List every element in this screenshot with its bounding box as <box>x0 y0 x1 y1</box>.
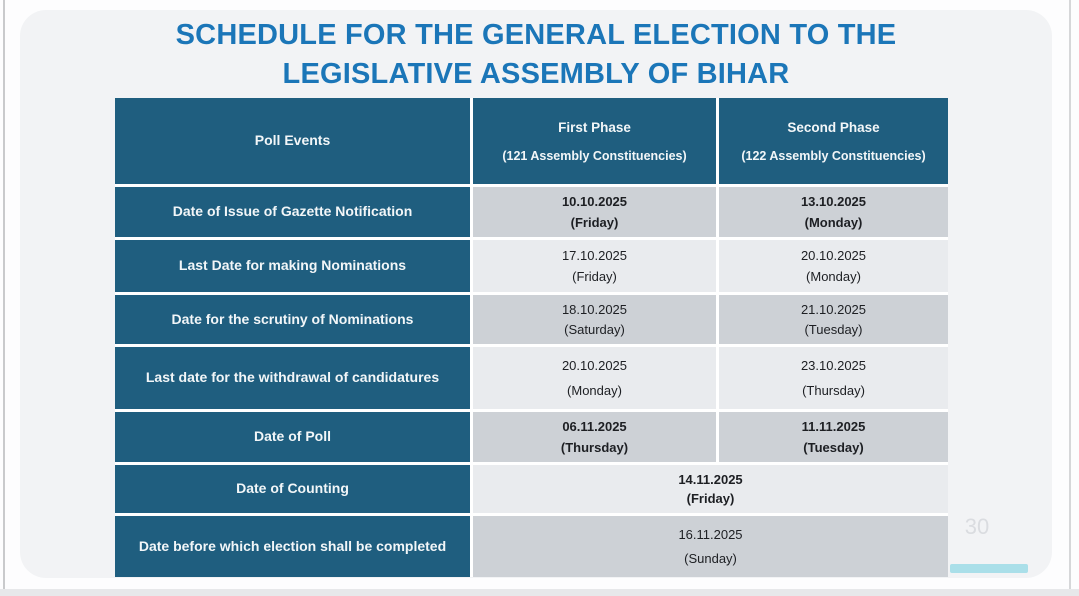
day-value: (Tuesday) <box>803 439 864 455</box>
combined-date-cell: 16.11.2025 (Sunday) <box>473 516 948 577</box>
date-value: 11.11.2025 <box>801 419 866 435</box>
event-cell: Date before which election shall be comp… <box>115 516 470 577</box>
first-phase-date-cell: 06.11.2025 (Thursday) <box>473 412 716 462</box>
first-phase-title: First Phase <box>558 119 631 135</box>
event-cell: Date of Counting <box>115 465 470 513</box>
event-cell: Date for the scrutiny of Nominations <box>115 295 470 344</box>
page-bottom-band <box>0 589 1079 596</box>
date-value: 10.10.2025 <box>561 194 628 210</box>
date-value: 16.11.2025 <box>678 527 743 542</box>
day-value: (Saturday) <box>564 322 625 337</box>
event-cell: Last date for the withdrawal of candidat… <box>115 347 470 409</box>
day-value: (Friday) <box>686 491 735 507</box>
slide-accent-bar <box>950 564 1028 573</box>
first-phase-date-cell: 10.10.2025 (Friday) <box>473 187 716 237</box>
date-value: 20.10.2025 <box>561 358 628 374</box>
second-phase-date-cell: 21.10.2025 (Tuesday) <box>719 295 948 344</box>
schedule-table: Poll Events First Phase (121 Assembly Co… <box>115 98 948 577</box>
second-phase-date-cell: 13.10.2025 (Monday) <box>719 187 948 237</box>
slide-title: SCHEDULE FOR THE GENERAL ELECTION TO THE… <box>20 16 1052 94</box>
slide-title-line2: LEGISLATIVE ASSEMBLY OF BIHAR <box>282 58 790 90</box>
second-phase-header: Second Phase (122 Assembly Constituencie… <box>719 98 948 184</box>
second-phase-subtitle: (122 Assembly Constituencies) <box>741 148 926 163</box>
page-left-border-line <box>3 0 5 596</box>
date-value: 14.11.2025 <box>678 471 743 487</box>
first-phase-header: First Phase (121 Assembly Constituencies… <box>473 98 716 184</box>
day-value: (Monday) <box>806 269 861 284</box>
first-phase-date-cell: 18.10.2025 (Saturday) <box>473 295 716 344</box>
day-value: (Thursday) <box>560 439 629 455</box>
first-phase-date-cell: 20.10.2025 (Monday) <box>473 347 716 409</box>
first-phase-date-cell: 17.10.2025 (Friday) <box>473 240 716 292</box>
date-value: 06.11.2025 <box>562 419 627 435</box>
day-value: (Tuesday) <box>804 322 863 337</box>
date-value: 21.10.2025 <box>800 302 867 317</box>
event-cell: Date of Poll <box>115 412 470 462</box>
second-phase-date-cell: 20.10.2025 (Monday) <box>719 240 948 292</box>
combined-date-cell: 14.11.2025 (Friday) <box>473 465 948 513</box>
day-value: (Thursday) <box>802 382 865 398</box>
event-cell: Last Date for making Nominations <box>115 240 470 292</box>
day-value: (Friday) <box>572 269 617 284</box>
poll-events-header: Poll Events <box>115 98 470 184</box>
date-value: 20.10.2025 <box>800 248 867 263</box>
slide: SCHEDULE FOR THE GENERAL ELECTION TO THE… <box>20 10 1052 578</box>
date-value: 17.10.2025 <box>561 248 628 263</box>
page-right-border-line <box>1069 0 1071 596</box>
second-phase-date-cell: 11.11.2025 (Tuesday) <box>719 412 948 462</box>
day-value: (Monday) <box>567 382 622 398</box>
second-phase-title: Second Phase <box>787 119 880 135</box>
date-value: 13.10.2025 <box>800 194 867 210</box>
slide-page-number: 30 <box>964 514 990 539</box>
day-value: (Monday) <box>804 214 863 230</box>
slide-title-line1: SCHEDULE FOR THE GENERAL ELECTION TO THE <box>175 19 897 51</box>
day-value: (Friday) <box>570 214 619 230</box>
day-value: (Sunday) <box>684 551 737 566</box>
first-phase-subtitle: (121 Assembly Constituencies) <box>502 148 687 163</box>
event-cell: Date of Issue of Gazette Notification <box>115 187 470 237</box>
date-value: 23.10.2025 <box>800 358 867 374</box>
second-phase-date-cell: 23.10.2025 (Thursday) <box>719 347 948 409</box>
date-value: 18.10.2025 <box>561 302 628 317</box>
